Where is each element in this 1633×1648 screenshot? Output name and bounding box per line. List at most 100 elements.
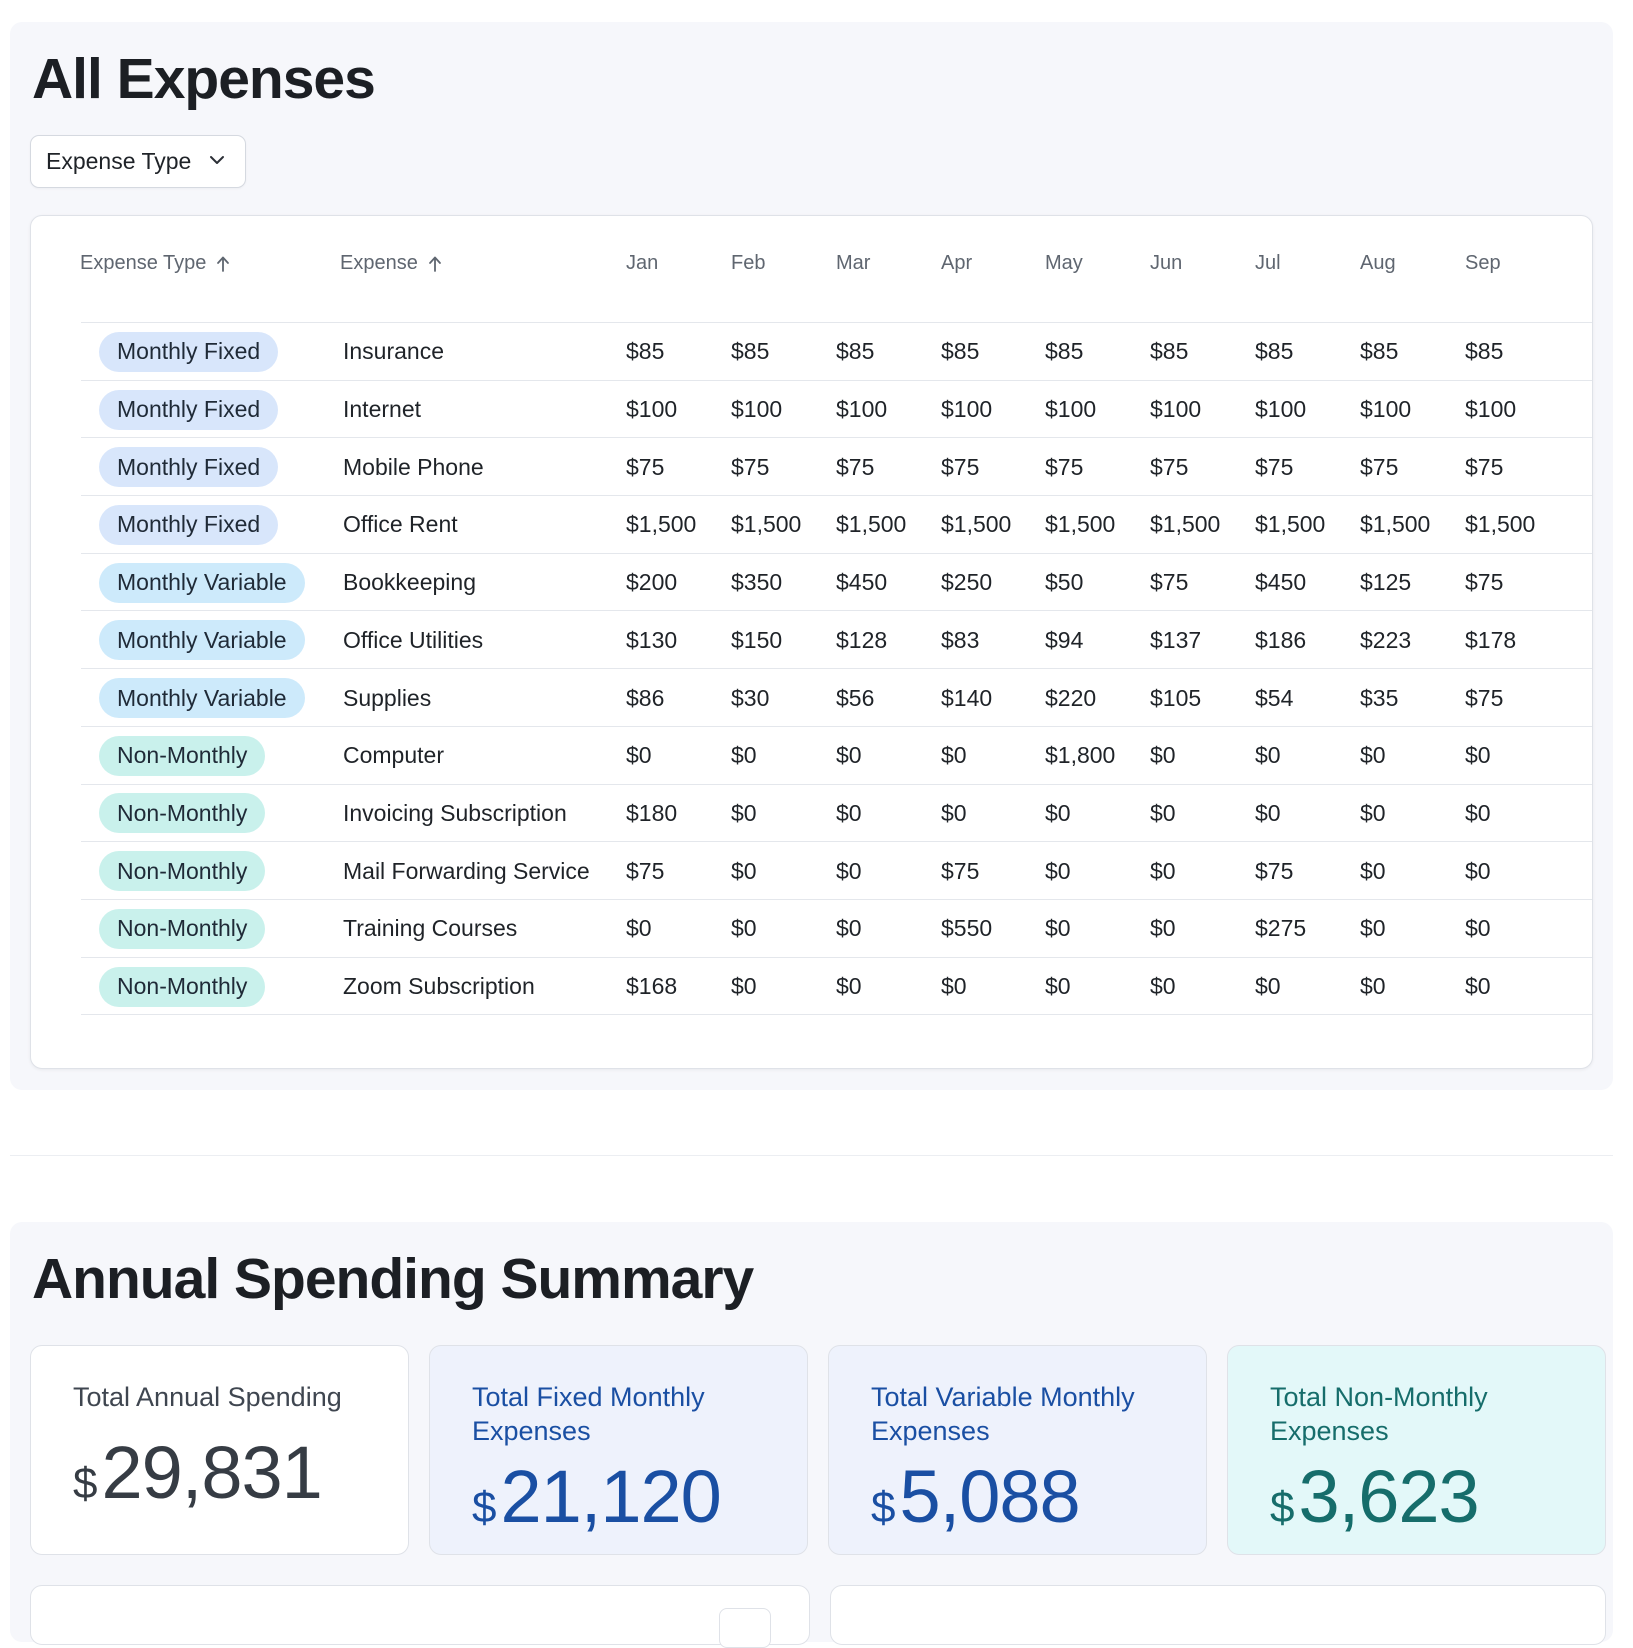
table-row[interactable]: Non-Monthly Computer $0 $0 $0 $0 $1,800 $0 $0 $0 $… [81,727,1592,785]
amount-cell-jun: $0 [1150,857,1176,884]
amount-cell-may: $1,800 [1045,742,1116,769]
table-row[interactable]: Monthly Fixed Office Rent $1,500 $1,500 $1,5… [81,496,1592,554]
amount-cell-sep: $178 [1465,626,1517,653]
amount-cell-may: $0 [1045,915,1071,942]
total-fixed-monthly-card: Total Fixed Monthly Expenses $ 21,120 [429,1345,808,1555]
amount-cell-feb: $75 [731,453,770,480]
amount-cell-sep: $75 [1465,453,1504,480]
table-row[interactable]: Monthly Variable Supplies $86 $30 $56 $140 $22… [81,669,1592,727]
amount-cell-aug: $125 [1360,569,1412,596]
amount-cell-mar: $0 [836,799,862,826]
amount-cell-sep: $0 [1465,742,1491,769]
amount-cell-apr: $0 [941,973,967,1000]
stat-number: 3,623 [1298,1455,1479,1538]
expense-type-badge: Non-Monthly [99,908,266,949]
stat-label: Total Fixed Monthly Expenses [472,1382,705,1446]
expense-type-filter-button[interactable]: Expense Type [30,135,246,188]
amount-cell-may: $75 [1045,453,1084,480]
table-row[interactable]: Monthly Variable Office Utilities $130 $150… [81,612,1592,670]
amount-cell-jan: $0 [626,915,652,942]
stat-value: $ 29,831 [73,1430,366,1515]
table-header: Expense Type Expense Jan Feb Mar Apr May Jun J… [31,216,1592,323]
amount-cell-aug: $0 [1360,799,1386,826]
column-header-sep[interactable]: Sep [1465,252,1501,274]
amount-cell-jul: $54 [1255,684,1294,711]
amount-cell-aug: $223 [1360,626,1412,653]
column-header-may[interactable]: May [1045,252,1083,274]
amount-cell-jan: $75 [626,453,665,480]
column-header-mar[interactable]: Mar [836,252,871,274]
amount-cell-may: $0 [1045,857,1071,884]
table-row[interactable]: Non-Monthly Mail Forwarding Service $75 $0 $… [81,842,1592,900]
amount-cell-mar: $56 [836,684,875,711]
amount-cell-jun: $1,500 [1150,511,1221,538]
table-row[interactable]: Non-Monthly Training Courses $0 $0 $0 $550 $0 $… [81,900,1592,958]
expense-type-badge: Monthly Variable [99,620,305,661]
amount-cell-apr: $140 [941,684,993,711]
expense-type-badge: Non-Monthly [99,851,266,892]
all-expenses-section: All Expenses Expense Type Expense Type E… [10,22,1613,1090]
amount-cell-aug: $0 [1360,973,1386,1000]
amount-cell-jul: $0 [1255,799,1281,826]
amount-cell-jun: $75 [1150,569,1189,596]
column-header-jan[interactable]: Jan [626,252,659,274]
chart-card-right [830,1585,1606,1645]
amount-cell-jun: $75 [1150,453,1189,480]
table-row[interactable]: Monthly Fixed Insurance $85 $85 $85 $85 $85 $85… [81,323,1592,381]
amount-cell-jun: $100 [1150,396,1202,423]
amount-cell-mar: $100 [836,396,888,423]
expense-name-cell: Computer [343,742,444,769]
expense-type-badge: Non-Monthly [99,966,266,1007]
arrow-up-icon [217,256,230,272]
amount-cell-may: $50 [1045,569,1084,596]
expense-name-cell: Zoom Subscription [343,973,535,1000]
amount-cell-jul: $450 [1255,569,1307,596]
expense-type-badge: Monthly Variable [99,678,305,719]
column-header-jun[interactable]: Jun [1150,252,1183,274]
amount-cell-may: $0 [1045,799,1071,826]
table-row[interactable]: Monthly Fixed Mobile Phone $75 $75 $75 $75 $75… [81,438,1592,497]
column-header-jul[interactable]: Jul [1255,252,1281,274]
total-non-monthly-card: Total Non-Monthly Expenses $ 3,623 [1227,1345,1606,1555]
expense-type-badge: Monthly Fixed [99,447,279,488]
amount-cell-jan: $0 [626,742,652,769]
stat-value: $ 3,623 [1270,1454,1563,1539]
amount-cell-aug: $0 [1360,742,1386,769]
column-header-apr[interactable]: Apr [941,252,973,274]
amount-cell-sep: $0 [1465,799,1491,826]
column-header-aug[interactable]: Aug [1360,252,1396,274]
card-menu-button[interactable] [719,1608,771,1648]
amount-cell-apr: $0 [941,742,967,769]
amount-cell-apr: $83 [941,626,980,653]
stat-number: 21,120 [500,1455,721,1538]
section-divider [10,1155,1613,1156]
amount-cell-jun: $105 [1150,684,1202,711]
amount-cell-apr: $100 [941,396,993,423]
amount-cell-jul: $75 [1255,453,1294,480]
amount-cell-feb: $0 [731,857,757,884]
expense-name-cell: Office Utilities [343,626,484,653]
amount-cell-jan: $75 [626,857,665,884]
amount-cell-feb: $0 [731,915,757,942]
amount-cell-jun: $0 [1150,742,1176,769]
amount-cell-sep: $75 [1465,569,1504,596]
expense-name-cell: Supplies [343,684,432,711]
amount-cell-sep: $1,500 [1465,511,1536,538]
column-header-expense-type[interactable]: Expense Type [80,252,230,275]
expense-type-badge: Monthly Fixed [99,504,279,545]
table-row[interactable]: Non-Monthly Zoom Subscription $168 $0 $0 $0 $0… [81,958,1592,1016]
amount-cell-aug: $100 [1360,396,1412,423]
table-row[interactable]: Non-Monthly Invoicing Subscription $180 $0 $… [81,785,1592,843]
table-row[interactable]: Monthly Fixed Internet $100 $100 $100 $100 $10… [81,381,1592,439]
amount-cell-jul: $275 [1255,915,1307,942]
column-header-expense[interactable]: Expense [340,252,442,275]
chevron-down-icon [210,156,224,164]
table-row[interactable]: Monthly Variable Bookkeeping $200 $350 $450 $… [81,554,1592,612]
amount-cell-mar: $450 [836,569,888,596]
amount-cell-apr: $550 [941,915,993,942]
expense-name-cell: Training Courses [343,915,518,942]
amount-cell-feb: $85 [731,338,770,365]
column-header-feb[interactable]: Feb [731,252,766,274]
amount-cell-apr: $250 [941,569,993,596]
annual-spending-summary-section: Annual Spending Summary Total Annual Spe… [10,1222,1613,1648]
